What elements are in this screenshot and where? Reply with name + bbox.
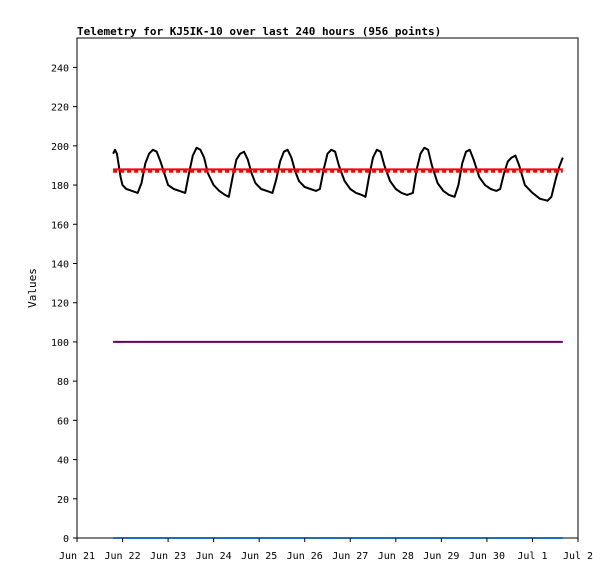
y-axis-label: Values <box>26 268 39 308</box>
y-axis: 0 20 40 60 80 100 120 140 160 180 200 220 240 <box>51 63 77 545</box>
y-tick-label: 60 <box>57 416 69 427</box>
y-tick-label: 100 <box>51 338 69 349</box>
x-tick-label: Jun 26 <box>287 551 323 562</box>
y-tick-label: 160 <box>51 220 69 231</box>
y-tick-label: 240 <box>51 63 69 74</box>
y-tick-label: 220 <box>51 103 69 114</box>
x-axis: Jun 21 Jun 22 Jun 23 Jun 24 Jun 25 Jun 26 Jun … <box>59 538 593 562</box>
y-tick-label: 80 <box>57 377 69 388</box>
x-tick-label: Jun 24 <box>196 551 232 562</box>
series-line-1 <box>112 146 564 202</box>
y-tick-label: 120 <box>51 299 69 310</box>
series-layer <box>112 146 564 539</box>
x-tick-label: Jun 28 <box>378 551 414 562</box>
y-tick-label: 140 <box>51 259 69 270</box>
chart-title: Telemetry for KJ5IK-10 over last 240 hou… <box>77 25 441 38</box>
x-tick-label: Jun 21 <box>59 551 95 562</box>
y-tick-label: 20 <box>57 495 69 506</box>
x-tick-label: Jun 30 <box>469 551 505 562</box>
x-tick-label: Jun 25 <box>241 551 277 562</box>
y-tick-label: 180 <box>51 181 69 192</box>
x-tick-label: Jul 2 <box>563 551 593 562</box>
y-tick-label: 0 <box>63 534 69 545</box>
plot-frame <box>76 37 579 539</box>
y-tick-label: 40 <box>57 456 69 467</box>
x-tick-label: Jun 27 <box>332 551 368 562</box>
y-tick-label: 200 <box>51 142 69 153</box>
x-tick-label: Jun 22 <box>104 551 140 562</box>
x-tick-label: Jun 23 <box>150 551 186 562</box>
x-tick-label: Jun 29 <box>423 551 459 562</box>
x-tick-label: Jul 1 <box>517 551 547 562</box>
